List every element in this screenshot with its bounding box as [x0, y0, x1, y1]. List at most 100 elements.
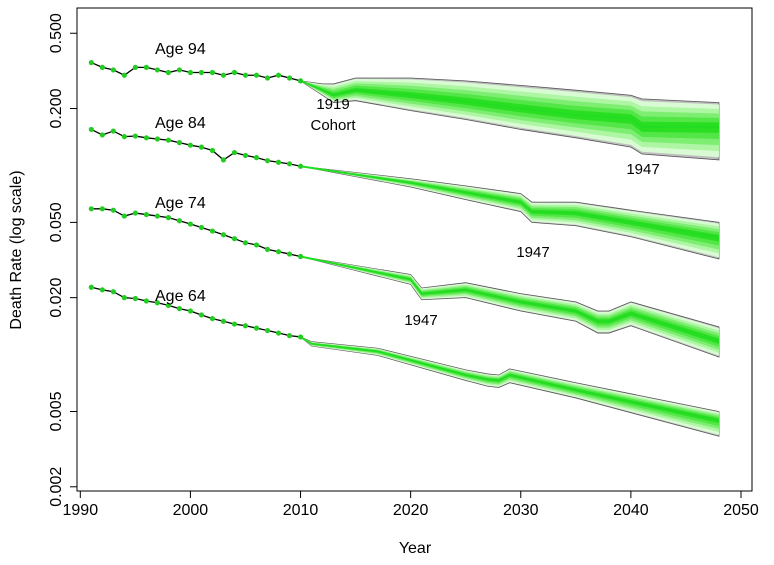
- history-point: [154, 300, 160, 306]
- x-tick-label: 2030: [503, 502, 539, 519]
- history-point: [165, 302, 171, 309]
- fan-band: [300, 166, 719, 258]
- history-point: [198, 312, 205, 318]
- history-point: [297, 163, 304, 169]
- history-point: [209, 69, 216, 76]
- history-point: [110, 207, 116, 213]
- forecast-median: [300, 79, 719, 128]
- history-point: [297, 78, 304, 84]
- history-point: [143, 211, 149, 218]
- history-point: [242, 72, 249, 78]
- history-point: [264, 327, 271, 334]
- history-point: [220, 72, 227, 78]
- history-point: [253, 155, 260, 161]
- history-point: [286, 333, 293, 339]
- y-tick-label: 0.500: [48, 13, 65, 53]
- history-point: [231, 69, 238, 76]
- history-point: [209, 147, 216, 154]
- history-point: [88, 206, 94, 212]
- history-point: [231, 236, 238, 242]
- forecast-median: [300, 336, 720, 422]
- history-point: [253, 72, 260, 78]
- history-point: [198, 144, 205, 150]
- history-point: [88, 284, 94, 290]
- history-point: [99, 287, 105, 293]
- history-point: [220, 232, 227, 238]
- history-point: [99, 132, 105, 138]
- history-point: [275, 330, 282, 336]
- annotation: Cohort: [310, 117, 356, 134]
- annotation: 1947: [516, 244, 549, 261]
- history-point: [176, 140, 183, 146]
- forecast-median: [300, 255, 720, 342]
- x-axis-label: Year: [399, 540, 432, 557]
- x-tick-label: 1990: [63, 502, 99, 519]
- history-point: [209, 228, 216, 234]
- history-point: [220, 157, 227, 163]
- history-point: [176, 67, 183, 73]
- history-point: [99, 206, 105, 212]
- forecast-median: [300, 165, 720, 239]
- series-label: Age 74: [155, 195, 206, 212]
- series-label: Age 64: [155, 288, 206, 305]
- history-point: [143, 64, 149, 70]
- history-point: [132, 64, 138, 70]
- history-point: [297, 334, 304, 340]
- history-point: [187, 69, 194, 76]
- history-point: [231, 321, 238, 327]
- history-point: [286, 75, 293, 81]
- history-point: [220, 318, 227, 324]
- history-point: [121, 213, 127, 219]
- y-tick-label: 0.020: [48, 278, 65, 318]
- y-tick-label: 0.200: [48, 88, 65, 128]
- history-point: [154, 136, 160, 142]
- history-point: [264, 246, 271, 252]
- history-point: [286, 161, 293, 167]
- history-point: [121, 134, 127, 140]
- history-point: [187, 308, 194, 314]
- history-point: [242, 240, 249, 246]
- history-point: [209, 315, 216, 322]
- history-point: [165, 69, 171, 76]
- x-tick-label: 2020: [393, 502, 429, 519]
- annotation: 1947: [626, 161, 659, 178]
- annotation: 1947: [404, 312, 437, 329]
- history-point: [132, 133, 138, 139]
- history-point: [198, 224, 205, 231]
- x-tick-label: 2040: [613, 502, 649, 519]
- history-point: [275, 72, 282, 78]
- history-point: [88, 126, 94, 133]
- history-point: [264, 158, 271, 164]
- history-point: [275, 249, 282, 255]
- y-tick-label: 0.005: [48, 391, 65, 431]
- history-point: [132, 210, 138, 216]
- history-point: [297, 253, 304, 260]
- history-point: [253, 242, 260, 248]
- y-tick-label: 0.002: [48, 467, 65, 507]
- history-point: [121, 72, 127, 78]
- history-point: [275, 159, 282, 165]
- x-tick-label: 2000: [173, 502, 209, 519]
- history-point: [121, 295, 127, 301]
- history-point: [143, 135, 149, 141]
- history-point: [242, 323, 249, 329]
- history-point: [99, 64, 105, 70]
- history-point: [242, 152, 249, 159]
- history-point: [231, 149, 238, 156]
- series-label: Age 94: [155, 41, 206, 58]
- y-axis-label: Death Rate (log scale): [8, 170, 25, 329]
- history-point: [264, 75, 271, 81]
- plot-frame: [76, 7, 753, 492]
- history-point: [176, 306, 183, 312]
- history-point: [187, 221, 194, 227]
- history-point: [110, 289, 116, 295]
- y-tick-label: 0.050: [48, 202, 65, 242]
- x-tick-label: 2010: [283, 502, 319, 519]
- history-point: [187, 142, 194, 148]
- history-point: [110, 67, 116, 73]
- history-point: [143, 298, 149, 304]
- history-point: [176, 218, 183, 224]
- history-point: [165, 137, 171, 143]
- history-point: [286, 251, 293, 257]
